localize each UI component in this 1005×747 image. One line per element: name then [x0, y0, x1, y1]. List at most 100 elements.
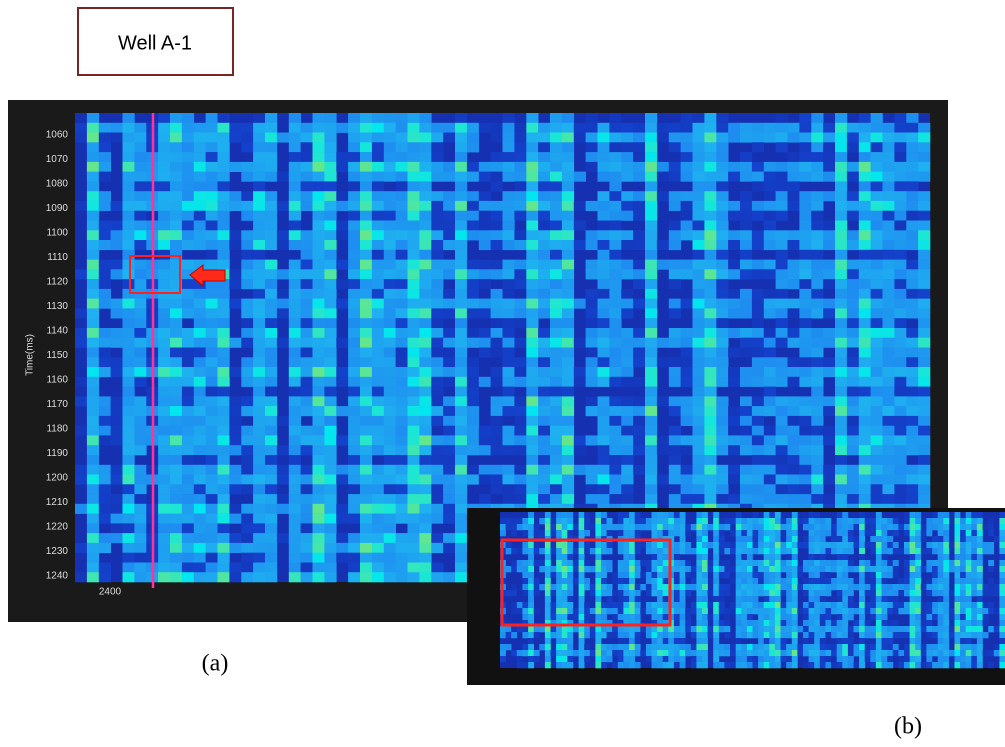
heatmap-cell [799, 240, 812, 251]
heatmap-cell [170, 367, 183, 378]
heatmap-cell [819, 518, 826, 525]
heatmap-cell [662, 584, 669, 591]
heatmap-cell [561, 650, 568, 657]
heatmap-cell [847, 638, 854, 645]
heatmap-cell [522, 608, 529, 615]
heatmap-cell [728, 288, 741, 299]
heatmap-cell [205, 367, 218, 378]
heatmap-cell [324, 230, 337, 241]
heatmap-cell [170, 298, 183, 309]
heatmap-cell [395, 542, 408, 553]
heatmap-cell [859, 656, 865, 663]
heatmap-cell [882, 396, 895, 407]
heatmap-cell [825, 542, 832, 549]
heatmap-cell [909, 578, 916, 585]
heatmap-cell [740, 259, 753, 270]
heatmap-cell [835, 152, 848, 163]
heatmap-cell [702, 608, 708, 615]
heatmap-cell [217, 503, 230, 514]
heatmap-cell [544, 542, 551, 549]
heatmap-cell [915, 638, 922, 645]
heatmap-cell [300, 122, 313, 133]
heatmap-cell [702, 542, 708, 549]
heatmap-cell [623, 626, 630, 633]
heatmap-cell [673, 650, 680, 657]
heatmap-cell [466, 191, 480, 202]
y-tick-label: 1130 [46, 301, 68, 312]
heatmap-cell [312, 494, 325, 505]
heatmap-cell [634, 512, 641, 519]
heatmap-cell [241, 455, 254, 466]
heatmap-cell [490, 220, 503, 231]
heatmap-cell [811, 337, 824, 348]
heatmap-cell [538, 279, 551, 290]
heatmap-cell [846, 240, 860, 251]
heatmap-cell [395, 386, 408, 397]
heatmap-cell [617, 608, 624, 615]
heatmap-cell [960, 542, 966, 549]
heatmap-cell [419, 474, 432, 485]
heatmap-cell [808, 662, 815, 669]
heatmap-cell [170, 181, 183, 192]
heatmap-cell [752, 530, 759, 537]
heatmap-cell [585, 464, 598, 475]
heatmap-cell [640, 572, 647, 579]
heatmap-cell [835, 337, 848, 348]
heatmap-cell [170, 132, 183, 143]
heatmap-cell [858, 269, 871, 280]
heatmap-cell [601, 572, 607, 579]
heatmap-cell [466, 259, 480, 270]
heatmap-cell [122, 318, 135, 329]
heatmap-cell [526, 318, 539, 329]
heatmap-cell [915, 608, 922, 615]
heatmap-cell [617, 614, 624, 621]
heatmap-cell [550, 191, 563, 202]
heatmap-cell [288, 533, 301, 544]
heatmap-cell [181, 191, 195, 202]
heatmap-cell [662, 548, 669, 555]
heatmap-cell [740, 464, 753, 475]
heatmap-cell [621, 464, 634, 475]
heatmap-cell [478, 210, 491, 221]
y-tick-label: 1210 [46, 497, 69, 508]
heatmap-cell [864, 656, 871, 663]
heatmap-cell [623, 650, 630, 657]
heatmap-cell [741, 572, 748, 579]
heatmap-cell [621, 152, 634, 163]
heatmap-cell [808, 542, 815, 549]
heatmap-cell [395, 161, 408, 172]
heatmap-cell [673, 572, 680, 579]
heatmap-cell [75, 308, 88, 319]
heatmap-cell [597, 445, 610, 456]
heatmap-cell [808, 608, 815, 615]
heatmap-cell [466, 230, 480, 241]
heatmap-cell [858, 259, 871, 270]
heatmap-cell [751, 318, 765, 329]
heatmap-cell [811, 152, 824, 163]
heatmap-cell [181, 445, 195, 456]
heatmap-cell [455, 259, 468, 270]
heatmap-cell [988, 560, 995, 567]
heatmap-cell [478, 474, 491, 485]
heatmap-cell [601, 548, 607, 555]
heatmap-cell [713, 602, 720, 609]
heatmap-cell [730, 578, 736, 585]
heatmap-cell [859, 638, 865, 645]
heatmap-cell [982, 620, 989, 627]
heatmap-cell [909, 614, 916, 621]
heatmap-cell [894, 249, 907, 260]
heatmap-cell [324, 415, 337, 426]
heatmap-cell [704, 171, 717, 182]
heatmap-cell [835, 328, 848, 339]
heatmap-cell [217, 572, 230, 583]
heatmap-cell [758, 656, 764, 663]
heatmap-cell [920, 626, 927, 633]
heatmap-cell [407, 503, 420, 514]
heatmap-cell [205, 230, 218, 241]
heatmap-cell [775, 494, 788, 505]
heatmap-cell [348, 542, 361, 553]
heatmap-cell [680, 328, 693, 339]
heatmap-cell [490, 230, 503, 241]
heatmap-cell [808, 584, 815, 591]
heatmap-cell [561, 572, 568, 579]
